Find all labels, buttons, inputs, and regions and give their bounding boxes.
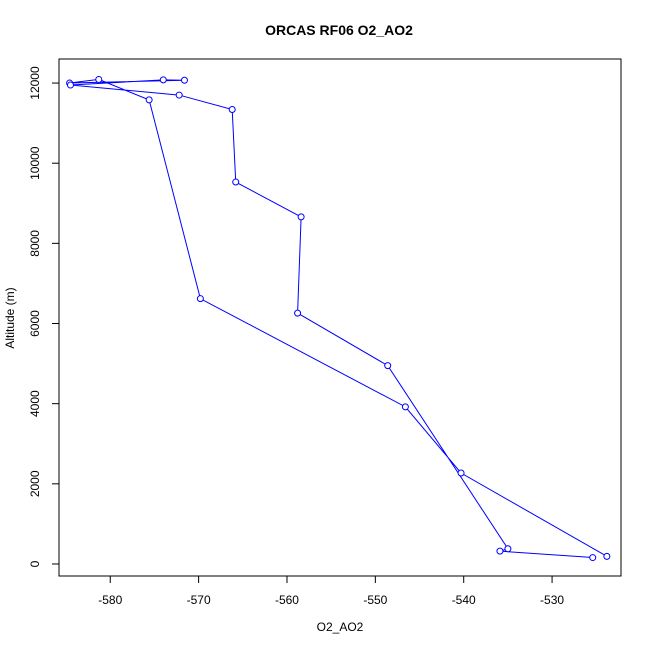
x-tick-label: -540 <box>452 593 476 607</box>
data-point <box>384 362 392 370</box>
data-point <box>603 552 611 560</box>
data-point <box>145 96 153 104</box>
y-tick-label: 2000 <box>28 470 42 497</box>
y-axis: 0 2000 4000 6000 8000 10000 12000 <box>28 66 59 567</box>
y-tick-label: 0 <box>28 560 42 567</box>
chart-title: ORCAS RF06 O2_AO2 <box>265 22 413 38</box>
data-point <box>401 403 409 411</box>
y-tick-label: 8000 <box>28 230 42 257</box>
x-tick-label: -550 <box>363 593 387 607</box>
data-point <box>180 76 188 84</box>
data-point <box>159 76 167 84</box>
x-axis-label: O2_AO2 <box>317 620 364 634</box>
data-point <box>297 213 305 221</box>
y-tick-label: 4000 <box>28 390 42 417</box>
data-point <box>228 105 236 113</box>
x-tick-label: -580 <box>98 593 122 607</box>
y-tick-label: 10000 <box>28 146 42 180</box>
plot-frame <box>58 58 622 577</box>
y-tick-label: 12000 <box>28 66 42 100</box>
data-point <box>294 309 302 317</box>
data-point <box>175 91 183 99</box>
data-point <box>457 469 465 477</box>
data-point <box>496 547 504 555</box>
data-point <box>66 81 74 89</box>
data-point <box>232 178 240 186</box>
data-point <box>95 75 103 83</box>
series-line <box>69 78 608 559</box>
series-layer <box>66 75 611 562</box>
x-tick-label: -570 <box>187 593 211 607</box>
x-axis: -580 -570 -560 -550 -540 -530 <box>98 576 564 607</box>
data-point <box>589 554 597 562</box>
y-tick-label: 6000 <box>28 310 42 337</box>
data-point <box>504 545 512 553</box>
y-axis-label: Altitude (m) <box>3 287 17 348</box>
data-point <box>196 295 204 303</box>
x-tick-label: -560 <box>275 593 299 607</box>
x-tick-label: -530 <box>540 593 564 607</box>
